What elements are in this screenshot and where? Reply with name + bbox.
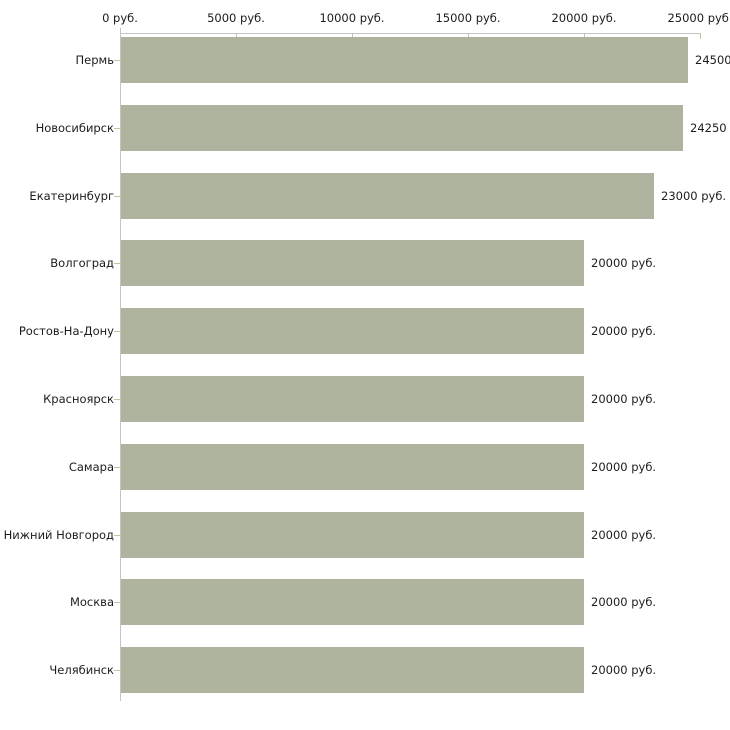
category-tick xyxy=(114,602,120,604)
category-label: Новосибирск xyxy=(35,120,114,135)
category-label: Нижний Новгород xyxy=(3,527,114,542)
value-label: 20000 руб. xyxy=(591,256,657,271)
category-label: Красноярск xyxy=(43,392,114,406)
value-label: 23000 руб. xyxy=(661,188,727,203)
x-axis-tick-mark xyxy=(468,34,469,39)
category-label: Самара xyxy=(68,459,114,474)
category-label: Пермь xyxy=(75,53,114,67)
value-label: 24500 руб. xyxy=(695,53,730,67)
bar xyxy=(121,647,584,694)
category-tick xyxy=(114,399,120,400)
x-axis-tick-label: 20000 руб. xyxy=(551,11,617,25)
bar xyxy=(121,511,584,558)
category-tick xyxy=(114,670,120,672)
category-tick xyxy=(114,466,120,468)
value-label: 20000 руб. xyxy=(591,459,657,474)
x-axis-tick-mark xyxy=(584,34,585,39)
x-axis-tick-label: 0 руб. xyxy=(102,11,138,25)
value-label: 20000 руб. xyxy=(591,663,657,678)
value-label: 20000 руб. xyxy=(591,527,657,542)
origin-tick xyxy=(120,28,121,34)
bar xyxy=(121,37,688,83)
value-label: 20000 руб. xyxy=(591,324,657,339)
bar xyxy=(121,172,654,219)
x-axis-tick-mark xyxy=(700,34,701,39)
bar xyxy=(121,240,584,287)
category-label: Ростов-На-Дону xyxy=(18,324,114,339)
category-tick xyxy=(114,534,120,536)
x-axis-line xyxy=(120,33,701,34)
y-axis-line xyxy=(120,33,121,701)
x-axis-tick-label: 25000 руб. xyxy=(667,11,730,25)
category-label: Москва xyxy=(69,595,114,610)
category-tick xyxy=(114,331,120,333)
x-axis-tick-label: 15000 руб. xyxy=(435,11,501,25)
bar xyxy=(121,308,584,355)
category-tick xyxy=(114,127,120,129)
x-axis-tick-label: 10000 руб. xyxy=(319,11,385,25)
value-label: 20000 руб. xyxy=(591,595,657,610)
bar xyxy=(121,443,584,490)
bar xyxy=(121,104,683,151)
bar xyxy=(121,376,584,422)
category-label: Челябинск xyxy=(49,663,114,678)
value-label: 20000 руб. xyxy=(591,392,657,406)
category-tick xyxy=(114,263,120,265)
category-label: Екатеринбург xyxy=(29,188,114,203)
x-axis-tick-label: 5000 руб. xyxy=(207,11,265,25)
category-label: Волгоград xyxy=(50,256,114,271)
category-tick xyxy=(114,60,120,61)
bar xyxy=(121,579,584,626)
x-axis-tick-mark xyxy=(236,34,237,39)
x-axis-tick-mark xyxy=(352,34,353,39)
category-tick xyxy=(114,195,120,197)
value-label: 24250 руб. xyxy=(690,120,730,135)
